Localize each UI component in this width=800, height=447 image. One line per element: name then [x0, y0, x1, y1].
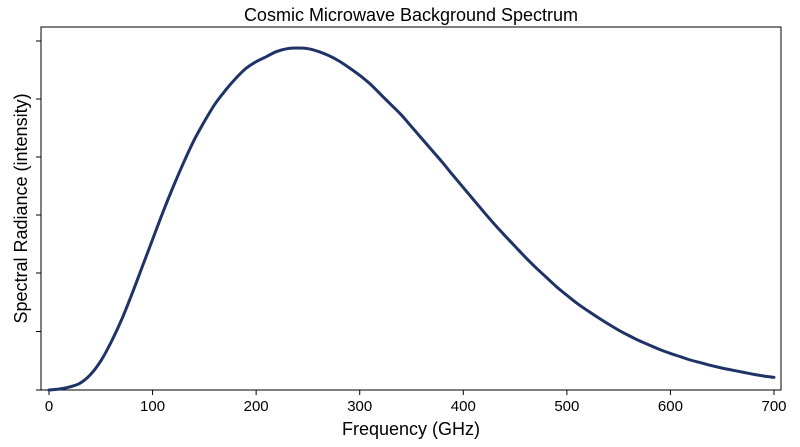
x-tick-label: 500 [554, 398, 579, 415]
y-axis-label: Spectral Radiance (intensity) [11, 93, 31, 323]
x-tick-label: 100 [140, 398, 165, 415]
text-layer: Cosmic Microwave Background Spectrum Fre… [11, 5, 787, 439]
x-tick-label: 200 [244, 398, 269, 415]
x-tick-label: 600 [658, 398, 683, 415]
x-tick-label: 300 [347, 398, 372, 415]
x-tick-label: 400 [451, 398, 476, 415]
x-axis-label: Frequency (GHz) [342, 419, 480, 439]
x-tick-label: 700 [761, 398, 786, 415]
axes-layer [36, 26, 782, 395]
plot-layer [47, 46, 776, 392]
x-tick-label: 0 [45, 398, 53, 415]
plot-frame [40, 26, 782, 391]
series-line [47, 46, 776, 392]
chart-title: Cosmic Microwave Background Spectrum [244, 5, 578, 25]
